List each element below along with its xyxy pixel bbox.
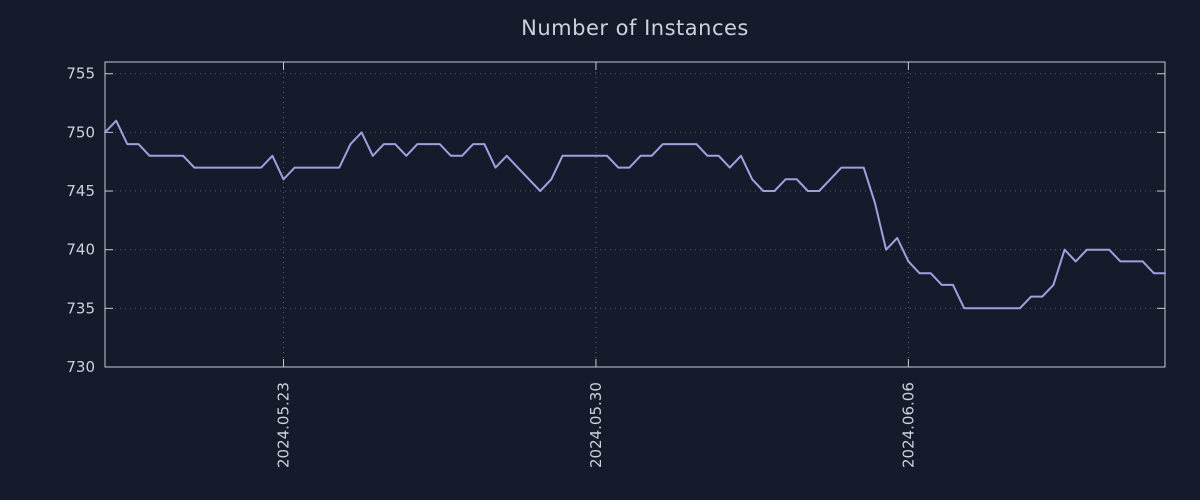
chart-title: Number of Instances bbox=[521, 16, 749, 40]
x-tick-label: 2024.05.23 bbox=[275, 382, 293, 468]
y-tick-label: 750 bbox=[66, 123, 95, 141]
x-tick-label: 2024.06.06 bbox=[899, 382, 917, 468]
y-tick-label: 755 bbox=[66, 65, 95, 83]
y-tick-label: 735 bbox=[66, 299, 95, 317]
x-tick-label: 2024.05.30 bbox=[587, 382, 605, 468]
y-tick-label: 745 bbox=[66, 182, 95, 200]
y-tick-label: 730 bbox=[66, 358, 95, 376]
data-series-line bbox=[104, 119, 1166, 310]
plot-border bbox=[104, 61, 1166, 368]
y-tick-label: 740 bbox=[66, 241, 95, 259]
